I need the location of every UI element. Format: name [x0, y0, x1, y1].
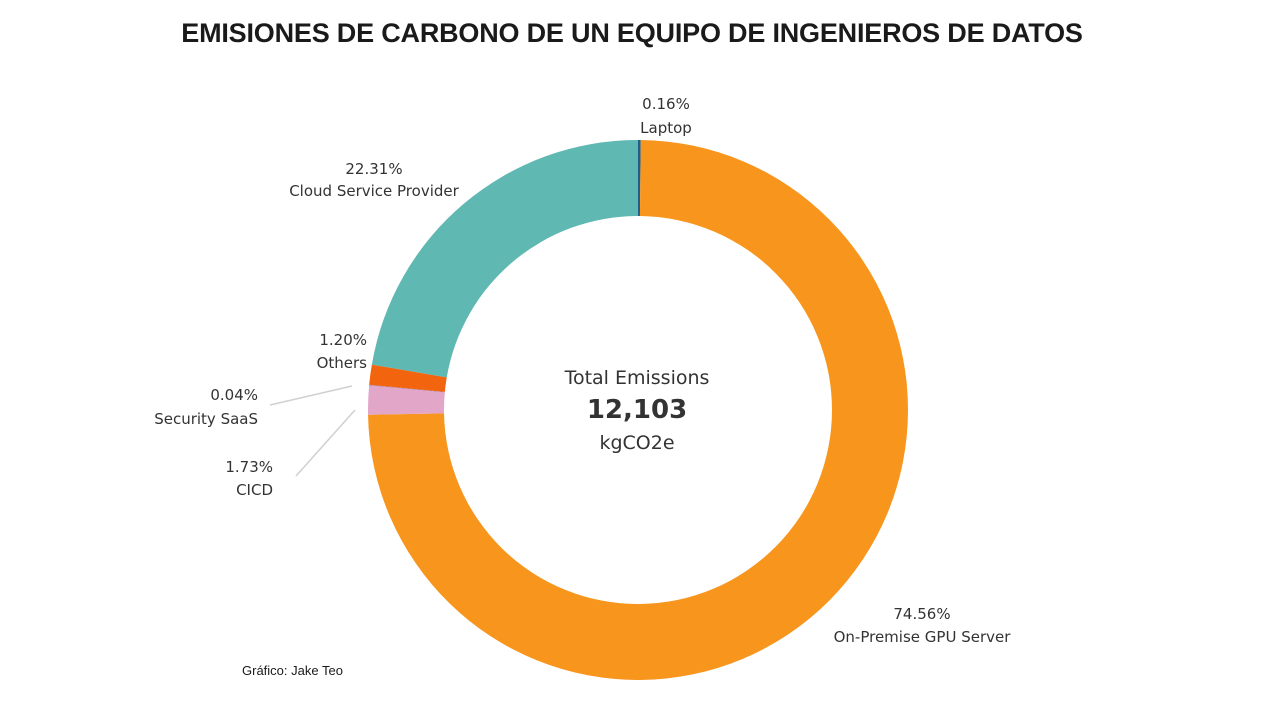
leader-lines [269, 385, 356, 477]
slice-percent-laptop: 0.16% [642, 95, 690, 113]
slice-name-others: Others [317, 354, 368, 372]
leader-line-security-saas [269, 385, 353, 406]
slice-name-laptop: Laptop [640, 119, 692, 137]
slice-percent-cloud-service-provider: 22.31% [345, 160, 402, 178]
slice-name-security-saas: Security SaaS [154, 410, 258, 428]
center-heading: Total Emissions [564, 367, 710, 389]
donut-slices [368, 140, 909, 680]
slice-cicd [368, 385, 445, 415]
slice-percent-security-saas: 0.04% [210, 386, 258, 404]
slice-cloud-service-provider [371, 140, 638, 378]
slice-percent-cicd: 1.73% [225, 458, 273, 476]
slice-labels: 0.16% Laptop 74.56% On-Premise GPU Server 1.… [154, 95, 1011, 646]
slice-name-cicd: CICD [236, 481, 273, 499]
slice-laptop [638, 140, 641, 217]
slice-security-saas [369, 384, 445, 393]
center-total-value: 12,103 [587, 395, 687, 425]
slice-name-cloud-service-provider: Cloud Service Provider [289, 182, 459, 200]
slice-percent-others: 1.20% [319, 331, 367, 349]
slice-name-on-premise-gpu-server: On-Premise GPU Server [834, 628, 1012, 646]
slice-others [369, 364, 447, 392]
chart-title: EMISIONES DE CARBONO DE UN EQUIPO DE ING… [181, 18, 1083, 48]
slice-percent-on-premise-gpu-server: 74.56% [893, 605, 950, 623]
chart-credit: Gráfico: Jake Teo [242, 663, 343, 678]
leader-line-cicd [295, 409, 356, 477]
center-unit: kgCO2e [599, 432, 674, 454]
